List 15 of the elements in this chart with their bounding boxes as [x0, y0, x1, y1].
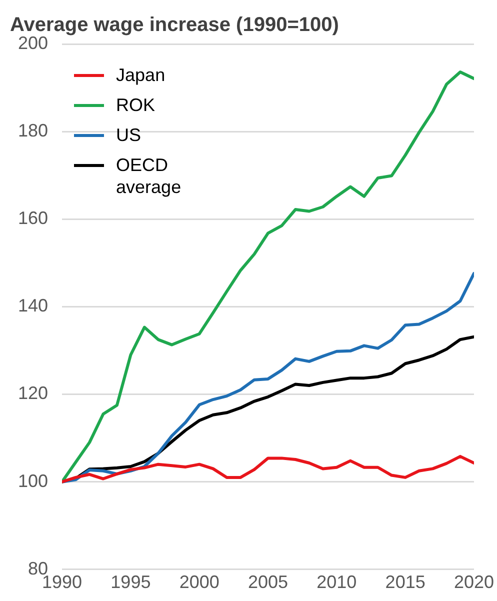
x-tick-label: 2020: [454, 572, 494, 592]
y-tick-label: 120: [18, 383, 48, 404]
legend-label: Japan: [116, 64, 166, 86]
legend-label: ROK: [116, 94, 156, 116]
x-tick-label: 2010: [316, 572, 357, 592]
y-tick-label: 140: [18, 296, 48, 316]
x-tick-label: 1995: [110, 572, 151, 592]
y-tick-label: 160: [18, 208, 48, 228]
x-tick-label: 2005: [248, 572, 288, 592]
legend-label: US: [116, 124, 142, 146]
x-tick-label: 2000: [179, 572, 220, 592]
x-tick-label: 2015: [385, 572, 426, 592]
legend-label: OECD average: [116, 154, 182, 198]
y-tick-label: 180: [18, 120, 48, 141]
y-tick-label: 100: [18, 470, 48, 491]
